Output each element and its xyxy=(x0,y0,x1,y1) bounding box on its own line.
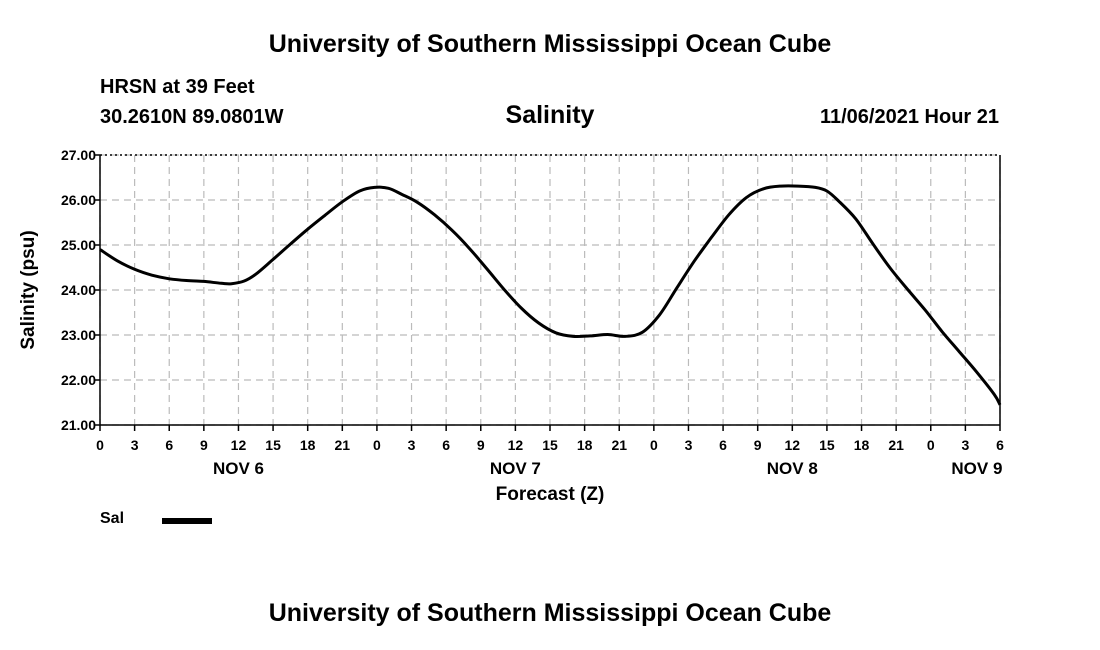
y-tick-label: 27.00 xyxy=(61,147,96,163)
coordinates-label: 30.2610N 89.0801W xyxy=(100,106,284,128)
x-tick-label: 12 xyxy=(508,437,524,453)
day-label: NOV 6 xyxy=(213,459,264,478)
x-tick-label: 12 xyxy=(231,437,247,453)
day-label: NOV 8 xyxy=(767,459,818,478)
chart-title: Salinity xyxy=(505,101,595,129)
x-tick-label: 3 xyxy=(408,437,416,453)
x-tick-label: 6 xyxy=(442,437,450,453)
footer-title: University of Southern Mississippi Ocean… xyxy=(268,599,832,627)
x-tick-label: 0 xyxy=(96,437,104,453)
y-tick-label: 21.00 xyxy=(61,417,96,433)
y-tick-label: 23.00 xyxy=(61,327,96,343)
x-tick-label: 0 xyxy=(927,437,935,453)
x-tick-label: 12 xyxy=(785,437,801,453)
x-axis-title: Forecast (Z) xyxy=(496,484,605,505)
legend-swatch xyxy=(162,518,212,524)
x-tick-label: 21 xyxy=(888,437,904,453)
x-tick-label: 9 xyxy=(754,437,762,453)
x-tick-label: 6 xyxy=(996,437,1004,453)
x-tick-label: 15 xyxy=(819,437,835,453)
legend-label: Sal xyxy=(100,510,125,527)
x-tick-label: 6 xyxy=(719,437,727,453)
y-tick-label: 26.00 xyxy=(61,192,96,208)
x-tick-label: 9 xyxy=(477,437,485,453)
x-tick-label: 3 xyxy=(961,437,969,453)
x-tick-label: 3 xyxy=(131,437,139,453)
forecast-timestamp: 11/06/2021 Hour 21 xyxy=(819,106,999,128)
main-title: University of Southern Mississippi Ocean… xyxy=(268,30,832,58)
x-tick-label: 21 xyxy=(335,437,351,453)
x-tick-label: 0 xyxy=(650,437,658,453)
series-line-sal xyxy=(99,184,1002,406)
y-tick-label: 22.00 xyxy=(61,372,96,388)
y-axis-title: Salinity (psu) xyxy=(18,230,39,349)
y-tick-label: 24.00 xyxy=(61,282,96,298)
x-tick-label: 18 xyxy=(300,437,316,453)
x-tick-label: 18 xyxy=(577,437,593,453)
x-tick-label: 0 xyxy=(373,437,381,453)
x-tick-label: 9 xyxy=(200,437,208,453)
y-tick-label: 25.00 xyxy=(61,237,96,253)
x-tick-label: 15 xyxy=(265,437,281,453)
day-label: NOV 9 xyxy=(951,459,1002,478)
station-label: HRSN at 39 Feet xyxy=(100,76,255,98)
x-tick-label: 15 xyxy=(542,437,558,453)
x-tick-label: 6 xyxy=(165,437,173,453)
day-label: NOV 7 xyxy=(490,459,541,478)
x-tick-label: 18 xyxy=(854,437,870,453)
x-tick-label: 21 xyxy=(611,437,627,453)
x-tick-label: 3 xyxy=(685,437,693,453)
